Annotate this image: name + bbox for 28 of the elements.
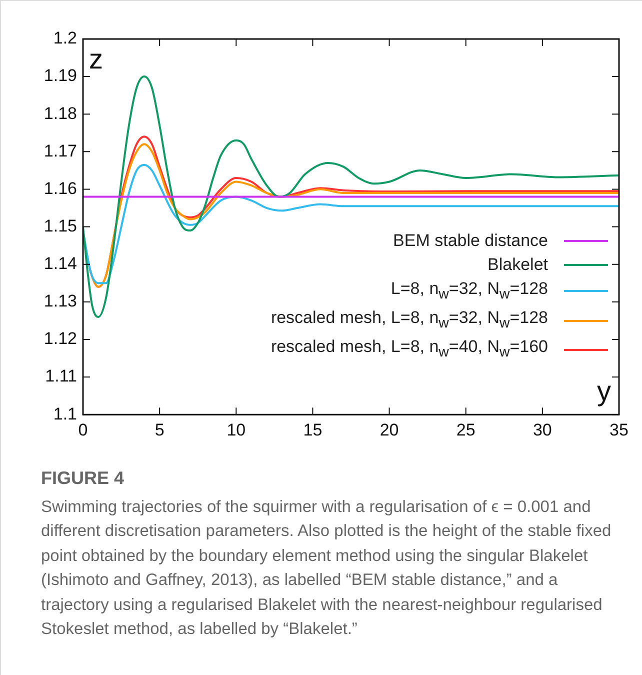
x-tick-label: 30: [532, 420, 552, 440]
x-axis-title: y: [597, 375, 611, 406]
x-tick-label: 10: [226, 420, 246, 440]
x-tick-label: 15: [303, 420, 322, 440]
y-tick-label: 1.14: [44, 254, 77, 274]
y-tick-label: 1.16: [44, 178, 77, 198]
caption: FIGURE 4: [41, 467, 126, 490]
legend-label: L=8, n$_{w}$=32, N$_{w}$=128: [390, 278, 548, 304]
x-tick-label: 25: [456, 420, 476, 440]
y-tick-label: 1.15: [44, 216, 77, 236]
x-tick-label: 20: [380, 420, 399, 440]
x-tick-label: 35: [610, 420, 628, 440]
legend-label: Blakelet: [488, 254, 548, 276]
legend-label: rescaled mesh, L=8, n$_{w}$=32, N$_{w}$=128: [270, 306, 548, 334]
legend-label: rescaled mesh, L=8, n$_{w}$=40, N$_{w}$=160: [270, 336, 548, 363]
y-axis-title: z: [89, 44, 103, 75]
y-tick-label: 1.1: [53, 404, 77, 424]
y-tick-label: 1.11: [45, 366, 77, 386]
y-tick-label: 1.18: [44, 104, 77, 123]
y-tick-label: 1.17: [44, 141, 77, 160]
text: Swimming trajectories of the squirmer with a regularisation of ϵ = 0.001 and different discretisation parameters. Also plotted is the height of the stable fixed point obtained by the boundary element method using the singular Blakelet (Ishimoto and Gaffney, 2013), as labelled “BEM stable distance,” and a trajectory using a regularised Blakelet with the nearest-neighbour regularised Stokeslet method, as labelled by “Blakelet.”: [41, 496, 612, 640]
y-tick-label: 1.19: [44, 66, 77, 86]
y-tick-label: 1.13: [44, 292, 77, 311]
y-tick-label: 1.2: [53, 28, 77, 48]
x-tick-label: 5: [154, 420, 164, 440]
x-tick-label: 0: [78, 420, 88, 440]
y-tick-label: 1.12: [44, 329, 77, 348]
legend-label: BEM stable distance: [393, 230, 548, 252]
